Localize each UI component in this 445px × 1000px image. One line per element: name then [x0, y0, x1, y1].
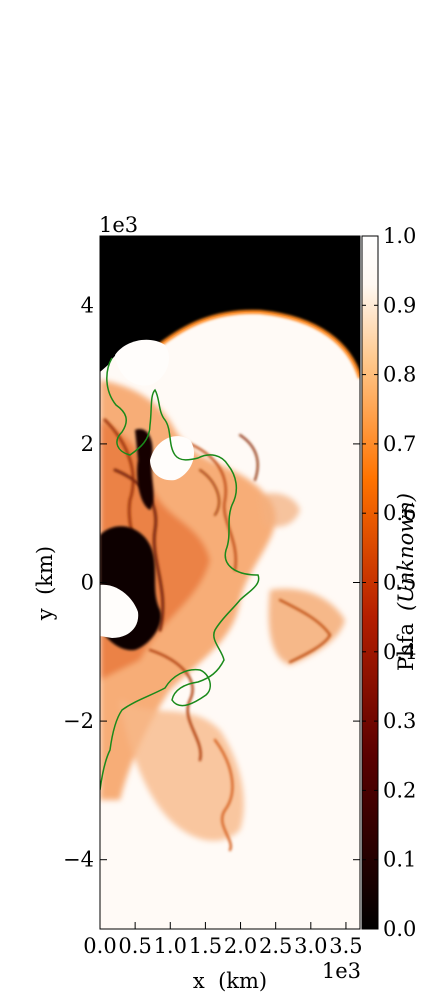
x-tick-label: 0.5 — [118, 934, 151, 958]
colorbar-label: Phfa (Unknown) — [394, 493, 418, 671]
side-bubble — [150, 436, 195, 481]
colorbar-tick-label: 0.3 — [383, 709, 416, 733]
colorbar-tick-label: 0.4 — [383, 640, 416, 664]
y-tick-label: 4 — [81, 293, 94, 317]
colorbar-tick-label: 0.7 — [383, 432, 416, 456]
y-tick-label: 0 — [81, 571, 94, 595]
x-tick-label: 1.5 — [189, 934, 222, 958]
colorbar-tick-label: 0.9 — [383, 293, 416, 317]
colorbar-tick-label: 0.5 — [383, 571, 416, 595]
ambient-region — [100, 236, 360, 378]
x-axis-label: x (km) — [193, 969, 267, 993]
colorbar: 0.0 0.1 0.2 0.3 0.4 0.5 0.6 0.7 0.8 0.9 1.0 Phfa (U… — [361, 224, 418, 941]
x-tick-label: 3.0 — [294, 934, 327, 958]
colorbar-tick-label: 0.8 — [383, 363, 416, 387]
x-tick-label: 1.0 — [154, 934, 187, 958]
colorbar-tick-label: 0.2 — [383, 778, 416, 802]
x-tick-label: 3.5 — [329, 934, 362, 958]
x-tick-label: 2.0 — [224, 934, 257, 958]
colorbar-label-units: (Unknown) — [394, 493, 418, 611]
x-tick-label: 0.0 — [83, 934, 116, 958]
colorbar-tick-label: 1.0 — [383, 224, 416, 248]
y-offset-label: 1e3 — [99, 213, 138, 237]
y-axis-label: y (km) — [33, 546, 57, 621]
y-tick-label: 2 — [81, 432, 94, 456]
y-tick-label: −2 — [63, 709, 94, 733]
x-tick-label: 2.5 — [259, 934, 292, 958]
colorbar-tick-label: 0.0 — [383, 917, 416, 941]
contour-line — [100, 357, 260, 791]
x-axis-ticks: 0.0 0.5 1.0 1.5 2.0 2.5 3.0 3.5 — [83, 236, 363, 958]
upper-bubble — [115, 339, 170, 386]
y-axis-ticks: −4 −2 0 2 4 — [63, 293, 360, 872]
lower-bubble — [100, 584, 139, 638]
shock-rim — [158, 309, 360, 379]
y-tick-label: −4 — [63, 848, 94, 872]
colorbar-tick-label: 0.6 — [383, 501, 416, 525]
dark-streak — [135, 429, 154, 510]
colorbar-ticks: 0.0 0.1 0.2 0.3 0.4 0.5 0.6 0.7 0.8 0.9 1.0 — [362, 224, 416, 941]
colorbar-label-name: Phfa — [394, 623, 418, 671]
x-offset-label: 1e3 — [322, 959, 361, 983]
colorbar-tick-label: 0.1 — [383, 848, 416, 872]
heatmap-field — [100, 236, 360, 929]
